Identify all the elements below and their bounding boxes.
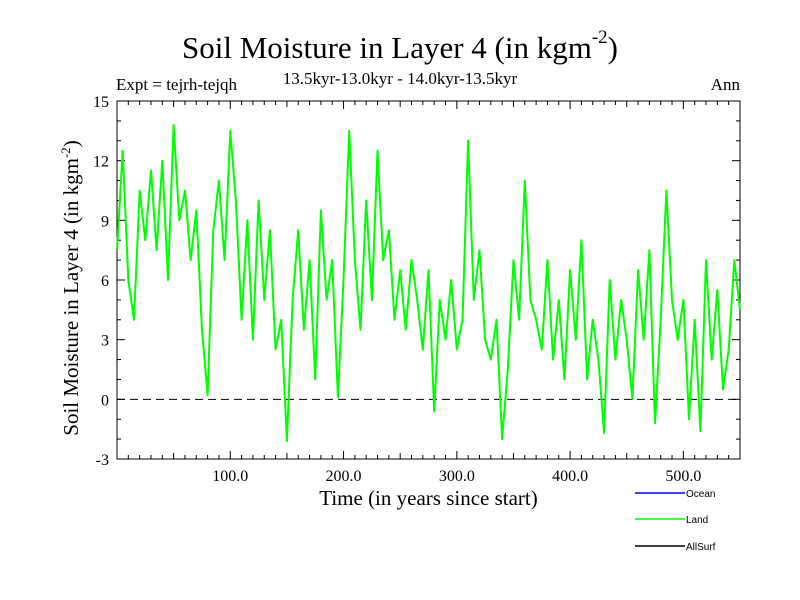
x-tick-label: 500.0	[665, 468, 701, 485]
y-tick-label: 0	[101, 392, 109, 409]
chart-title: Soil Moisture in Layer 4 (in kgm-2)	[182, 26, 618, 65]
x-tick-label: 400.0	[552, 468, 588, 485]
season-label: Ann	[710, 75, 740, 94]
y-tick-label: 12	[93, 154, 109, 171]
y-tick-label: 6	[101, 273, 109, 290]
x-tick-label: 300.0	[439, 468, 475, 485]
experiment-label: Expt = tejrh-tejqh	[116, 75, 238, 94]
x-tick-label: 100.0	[212, 468, 248, 485]
series-line-land	[116, 123, 741, 443]
y-tick-label: 9	[101, 213, 109, 230]
legend-label-allsurf: AllSurf	[686, 542, 716, 553]
x-axis-label: Time (in years since start)	[319, 486, 538, 510]
y-axis-label: Soil Moisture in Layer 4 (in kgm-2)	[58, 140, 83, 435]
legend-label-land: Land	[686, 515, 708, 526]
x-tick-label: 200.0	[326, 468, 362, 485]
y-tick-label: 15	[93, 94, 109, 111]
legend-label-ocean: Ocean	[686, 489, 715, 500]
chart-subtitle: 13.5kyr-13.0kyr - 14.0kyr-13.5kyr	[282, 69, 518, 88]
y-tick-label: -3	[96, 452, 109, 469]
y-tick-label: 3	[101, 333, 109, 350]
